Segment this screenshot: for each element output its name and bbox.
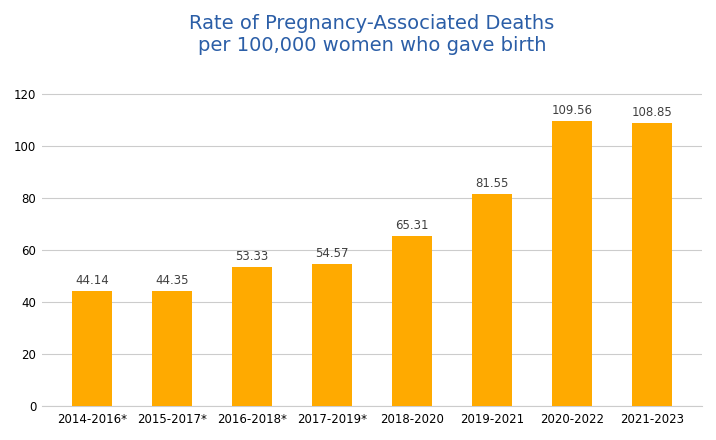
Text: 44.14: 44.14 bbox=[75, 274, 109, 287]
Bar bbox=[312, 264, 352, 406]
Text: 65.31: 65.31 bbox=[395, 219, 429, 232]
Text: 53.33: 53.33 bbox=[236, 250, 268, 264]
Text: 109.56: 109.56 bbox=[551, 104, 593, 117]
Bar bbox=[152, 291, 192, 406]
Bar bbox=[632, 123, 672, 406]
Text: 81.55: 81.55 bbox=[475, 177, 508, 190]
Title: Rate of Pregnancy-Associated Deaths
per 100,000 women who gave birth: Rate of Pregnancy-Associated Deaths per … bbox=[189, 14, 555, 55]
Bar bbox=[552, 121, 592, 406]
Text: 54.57: 54.57 bbox=[315, 247, 349, 260]
Text: 44.35: 44.35 bbox=[155, 274, 188, 287]
Bar bbox=[232, 267, 272, 406]
Bar bbox=[472, 194, 512, 406]
Text: 108.85: 108.85 bbox=[632, 106, 672, 119]
Bar bbox=[392, 236, 432, 406]
Bar bbox=[72, 291, 112, 406]
